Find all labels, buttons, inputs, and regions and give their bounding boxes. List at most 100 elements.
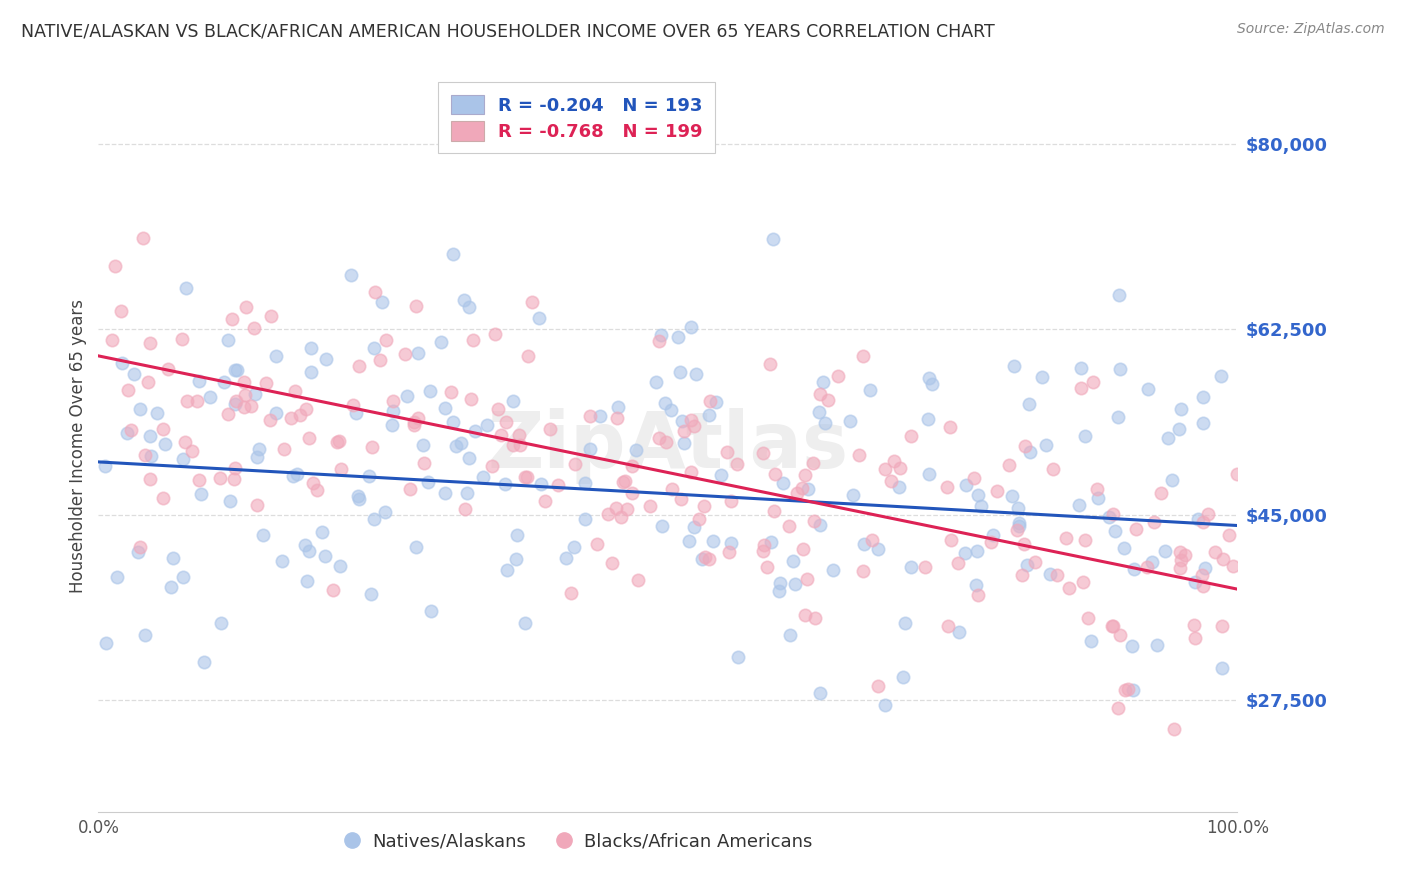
Point	[361, 440, 384, 454]
Point	[396, 389, 419, 403]
Point	[813, 417, 835, 431]
Point	[481, 458, 503, 473]
Point	[1137, 382, 1160, 396]
Point	[650, 327, 672, 342]
Point	[706, 395, 728, 409]
Point	[363, 512, 385, 526]
Point	[1104, 524, 1126, 538]
Point	[801, 456, 824, 470]
Point	[1168, 561, 1191, 575]
Point	[1046, 567, 1069, 582]
Point	[1209, 369, 1232, 384]
Point	[1212, 552, 1234, 566]
Point	[1150, 486, 1173, 500]
Point	[105, 570, 128, 584]
Point	[1197, 507, 1219, 521]
Point	[1194, 561, 1216, 575]
Point	[273, 442, 295, 456]
Point	[326, 435, 349, 450]
Point	[1204, 545, 1226, 559]
Point	[786, 486, 808, 500]
Point	[1114, 683, 1136, 698]
Point	[330, 462, 353, 476]
Point	[534, 493, 557, 508]
Point	[693, 499, 716, 513]
Point	[363, 285, 385, 299]
Point	[217, 407, 239, 421]
Point	[651, 519, 673, 533]
Point	[122, 367, 145, 381]
Point	[363, 341, 385, 355]
Point	[612, 475, 634, 490]
Point	[679, 319, 702, 334]
Point	[264, 349, 287, 363]
Point	[419, 384, 441, 398]
Point	[162, 550, 184, 565]
Point	[682, 520, 704, 534]
Point	[328, 434, 350, 449]
Point	[212, 375, 235, 389]
Point	[596, 507, 619, 521]
Point	[418, 475, 440, 490]
Point	[141, 449, 163, 463]
Point	[720, 535, 742, 549]
Point	[224, 461, 246, 475]
Point	[1074, 429, 1097, 443]
Point	[117, 426, 139, 441]
Point	[716, 444, 738, 458]
Point	[111, 356, 134, 370]
Point	[454, 501, 477, 516]
Point	[752, 538, 775, 552]
Point	[522, 294, 544, 309]
Point	[176, 393, 198, 408]
Point	[513, 616, 536, 631]
Point	[585, 537, 607, 551]
Point	[294, 538, 316, 552]
Point	[1121, 639, 1143, 653]
Point	[669, 365, 692, 379]
Point	[627, 574, 650, 588]
Point	[793, 467, 815, 482]
Point	[374, 333, 396, 347]
Point	[1102, 619, 1125, 633]
Point	[1085, 482, 1108, 496]
Point	[1170, 552, 1192, 566]
Point	[209, 471, 232, 485]
Point	[803, 514, 825, 528]
Point	[132, 230, 155, 244]
Point	[1184, 631, 1206, 645]
Point	[621, 458, 644, 473]
Point	[1154, 544, 1177, 558]
Point	[560, 586, 582, 600]
Point	[412, 456, 434, 470]
Point	[1112, 541, 1135, 555]
Point	[329, 559, 352, 574]
Point	[1136, 559, 1159, 574]
Point	[1080, 634, 1102, 648]
Point	[1007, 500, 1029, 515]
Point	[894, 615, 917, 630]
Point	[986, 483, 1008, 498]
Point	[299, 365, 322, 379]
Point	[494, 476, 516, 491]
Point	[804, 610, 827, 624]
Point	[193, 655, 215, 669]
Point	[232, 400, 254, 414]
Point	[1140, 555, 1163, 569]
Point	[889, 461, 911, 475]
Point	[172, 452, 194, 467]
Point	[1170, 401, 1192, 416]
Point	[606, 400, 628, 414]
Point	[852, 564, 875, 578]
Point	[1218, 528, 1240, 542]
Point	[134, 628, 156, 642]
Point	[374, 505, 396, 519]
Point	[685, 368, 707, 382]
Point	[1191, 416, 1213, 430]
Point	[434, 486, 457, 500]
Point	[1039, 566, 1062, 581]
Point	[516, 470, 538, 484]
Point	[517, 349, 540, 363]
Point	[506, 528, 529, 542]
Text: Source: ZipAtlas.com: Source: ZipAtlas.com	[1237, 22, 1385, 37]
